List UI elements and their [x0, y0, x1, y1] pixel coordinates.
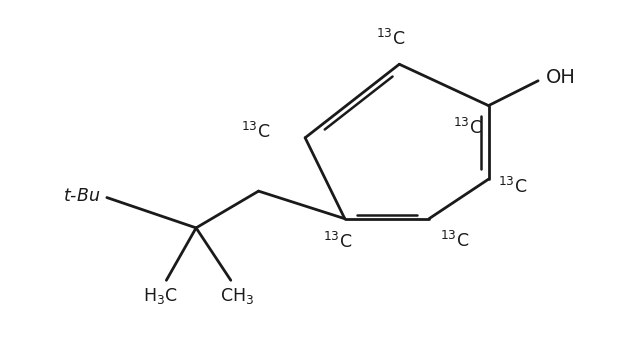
Text: $^{13}$C: $^{13}$C: [241, 122, 270, 142]
Text: $^{13}$C: $^{13}$C: [453, 118, 482, 138]
Text: $^{13}$C: $^{13}$C: [376, 29, 406, 49]
Text: OH: OH: [547, 68, 576, 87]
Text: $t$-Bu: $t$-Bu: [63, 187, 100, 205]
Text: $^{13}$C: $^{13}$C: [498, 177, 527, 197]
Text: $^{13}$C: $^{13}$C: [323, 232, 352, 252]
Text: CH$_3$: CH$_3$: [220, 286, 254, 306]
Text: H$_3$C: H$_3$C: [143, 286, 177, 306]
Text: $^{13}$C: $^{13}$C: [440, 231, 470, 251]
